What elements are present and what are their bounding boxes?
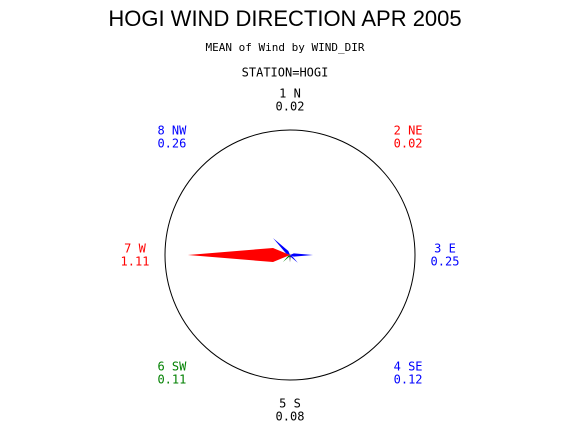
value-label: 0.26 [157, 136, 186, 150]
category-label: 6 SW [157, 360, 187, 374]
chart-frame [164, 129, 416, 381]
category-label: 2 NE [394, 123, 423, 137]
wedge [282, 255, 290, 263]
value-label: 0.11 [157, 373, 186, 387]
category-label: 7 W [124, 242, 146, 256]
value-label: 0.02 [394, 136, 423, 150]
wedge [290, 253, 313, 257]
category-label: 4 SE [394, 360, 423, 374]
wedge [290, 255, 298, 263]
wedge [289, 255, 291, 263]
wedge [273, 238, 290, 255]
chart-subtitle: MEAN of Wind by WIND_DIR [206, 41, 365, 54]
category-label: 8 NW [157, 123, 187, 137]
wedge [187, 247, 290, 263]
wedge [290, 253, 292, 255]
value-label: 1.11 [121, 255, 150, 269]
value-label: 0.25 [431, 255, 460, 269]
value-label: 0.12 [394, 373, 423, 387]
category-label: 3 E [434, 242, 456, 256]
value-label: 0.02 [276, 100, 305, 114]
category-label: 1 N [279, 87, 301, 101]
chart-title: HOGI WIND DIRECTION APR 2005 [108, 6, 461, 31]
value-label: 0.08 [276, 410, 305, 424]
category-label: 5 S [279, 397, 301, 411]
station-label: STATION=HOGI [242, 66, 329, 80]
